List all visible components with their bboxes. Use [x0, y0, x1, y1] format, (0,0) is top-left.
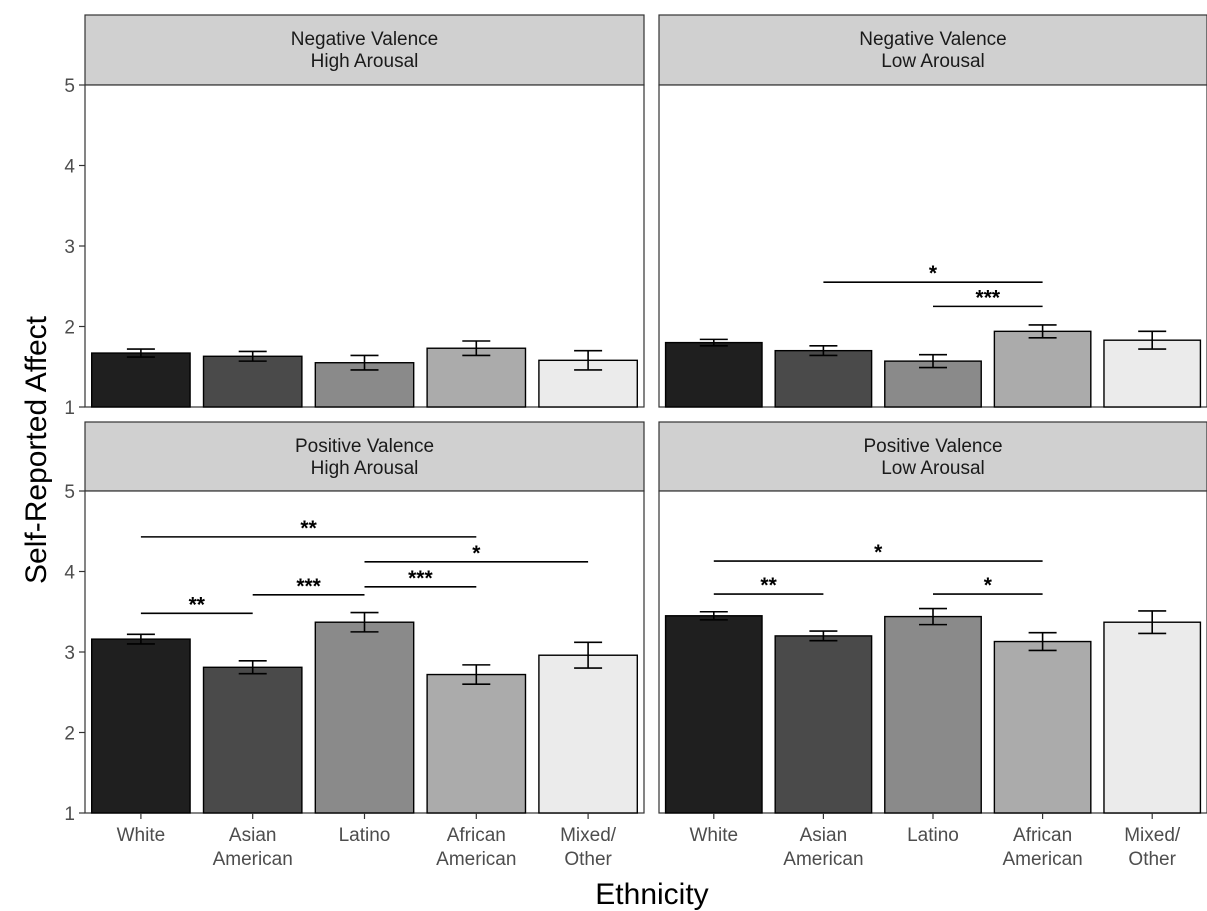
- bar: [1103, 339, 1202, 408]
- y-axis-title: Self-Reported Affect: [20, 315, 53, 584]
- panel-strip: [84, 14, 645, 86]
- y-tick-label: 3: [64, 237, 75, 258]
- panel-title-line: Negative Valence: [859, 29, 1007, 50]
- x-tick-label: Latino: [907, 825, 959, 846]
- bar: [314, 621, 415, 814]
- significance-label: ***: [976, 286, 1001, 309]
- significance-label: *: [929, 262, 938, 285]
- y-tick-label: 5: [64, 76, 75, 97]
- bar: [91, 638, 191, 814]
- bar: [993, 640, 1092, 814]
- significance-label: *: [472, 542, 481, 565]
- y-tick-label: 2: [64, 318, 75, 339]
- y-tick-label: 3: [64, 643, 75, 664]
- x-tick-label: White: [117, 825, 166, 846]
- bar: [202, 666, 303, 814]
- x-tick-label: Mixed/Other: [1124, 825, 1181, 870]
- bar: [884, 615, 982, 814]
- panel-title-line: Low Arousal: [881, 458, 985, 479]
- panel-title-line: Negative Valence: [291, 29, 439, 50]
- bar: [538, 654, 638, 814]
- x-axis-title: Ethnicity: [595, 878, 708, 911]
- panel-title-line: Low Arousal: [881, 51, 985, 72]
- bar: [774, 349, 873, 408]
- x-tick-label: African American: [436, 825, 516, 870]
- x-tick-label: Latino: [339, 825, 391, 846]
- bar: [202, 355, 303, 408]
- significance-label: ***: [408, 567, 433, 590]
- significance-label: ***: [296, 575, 321, 598]
- panel-title-line: High Arousal: [311, 458, 419, 479]
- x-tick-label: Mixed/Other: [560, 825, 617, 870]
- panel-strip: [658, 421, 1207, 492]
- x-tick-label: White: [690, 825, 739, 846]
- y-tick-label: 1: [64, 398, 75, 419]
- bar: [426, 673, 527, 814]
- bar: [664, 341, 763, 408]
- bar: [426, 347, 527, 408]
- panel-title-line: High Arousal: [311, 51, 419, 72]
- bar: [774, 635, 873, 814]
- panel-title-line: Positive Valence: [863, 436, 1002, 457]
- significance-label: *: [874, 541, 883, 564]
- x-tick-label: Asian American: [783, 825, 863, 870]
- bar: [1103, 621, 1202, 814]
- significance-label: **: [189, 593, 206, 616]
- significance-label: **: [300, 517, 317, 540]
- panel-strip: [84, 421, 645, 492]
- y-tick-label: 5: [64, 482, 75, 503]
- bar: [91, 352, 191, 408]
- y-tick-label: 4: [64, 563, 75, 584]
- x-tick-label: Asian American: [213, 825, 293, 870]
- y-tick-label: 1: [64, 804, 75, 825]
- y-tick-label: 4: [64, 157, 75, 178]
- bar: [993, 330, 1092, 408]
- bar: [664, 615, 763, 814]
- panel-strip: [658, 14, 1207, 86]
- panel-title-line: Positive Valence: [295, 436, 434, 457]
- x-tick-label: African American: [1002, 825, 1082, 870]
- significance-label: *: [984, 574, 993, 597]
- y-tick-label: 2: [64, 724, 75, 745]
- significance-label: **: [760, 574, 777, 597]
